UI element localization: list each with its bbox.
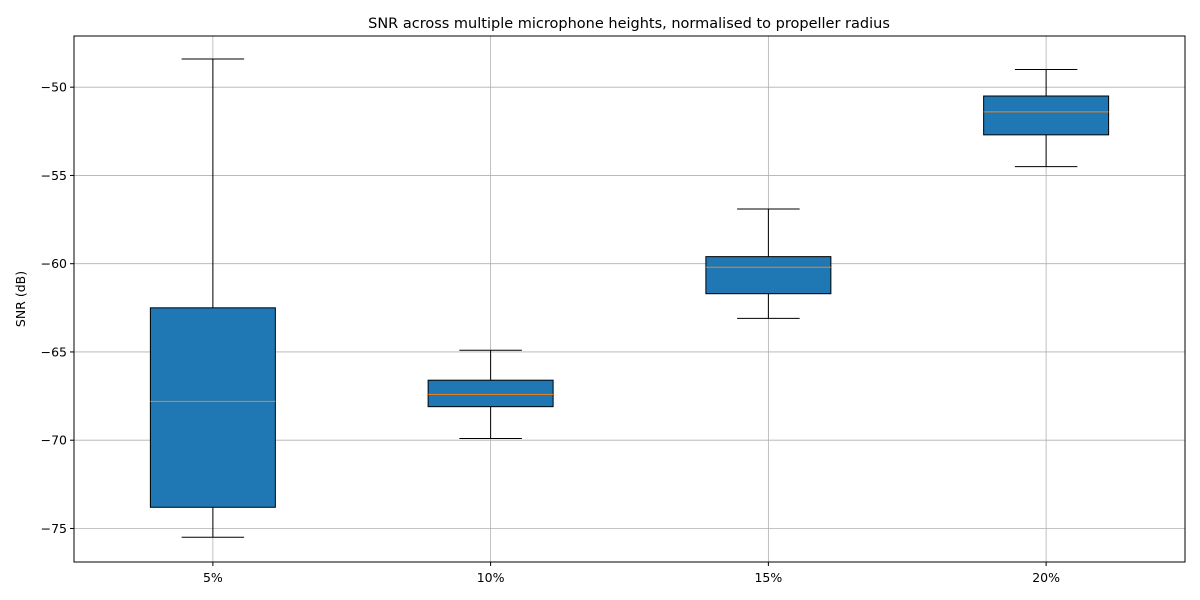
y-tick-label: −75: [41, 521, 67, 536]
x-tick-label: 20%: [1032, 570, 1060, 585]
y-tick-label: −70: [41, 433, 67, 448]
y-tick-label: −65: [41, 344, 67, 359]
y-tick-label: −60: [41, 256, 67, 271]
box-group: [983, 69, 1110, 168]
y-tick-label: −50: [41, 80, 67, 95]
x-tick-label: 10%: [477, 570, 505, 585]
box-group: [705, 208, 832, 319]
box-layer: [149, 58, 1110, 538]
box-group: [427, 349, 554, 439]
chart-title: SNR across multiple microphone heights, …: [368, 16, 890, 32]
box-iqr: [427, 379, 554, 408]
box-iqr: [983, 95, 1110, 136]
x-tick-label: 15%: [754, 570, 782, 585]
box-iqr: [705, 256, 832, 295]
box-iqr: [149, 307, 276, 508]
x-tick-label: 5%: [203, 570, 223, 585]
y-tick-label: −55: [41, 168, 67, 183]
plot-frame: [73, 35, 1186, 563]
y-axis-label: SNR (dB): [13, 271, 28, 327]
box-group: [149, 58, 276, 538]
tick-layer: 5% 10% 15% 20% −75 −70 −65 −60 −55 −50: [41, 80, 1061, 585]
